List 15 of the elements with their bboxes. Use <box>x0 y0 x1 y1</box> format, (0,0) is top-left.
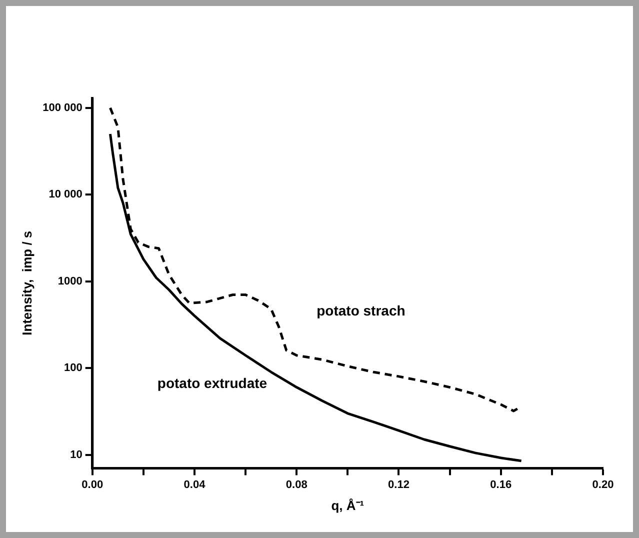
x-tick-label: 0.00 <box>82 478 104 491</box>
series-label: potato extrudate <box>157 375 268 392</box>
y-axis-title: Intensity, imp / s <box>19 230 34 336</box>
y-tick-label: 100 000 <box>42 102 82 114</box>
text: potato strach <box>316 302 406 318</box>
x-axis-title: q, Å⁻¹ <box>331 498 364 513</box>
y-tick-label: 1000 <box>58 275 82 288</box>
x-tick-label: 0.04 <box>184 478 206 491</box>
x-tick-label: 0.12 <box>388 478 410 491</box>
x-tick-label: 0.16 <box>490 478 512 491</box>
y-tick-label: 100 <box>64 362 82 374</box>
y-tick-label: 10 <box>70 448 82 461</box>
y-tick-label: 10 000 <box>48 188 82 201</box>
x-tick-label: 0.20 <box>592 478 614 491</box>
x-tick-label: 0.08 <box>286 478 308 491</box>
